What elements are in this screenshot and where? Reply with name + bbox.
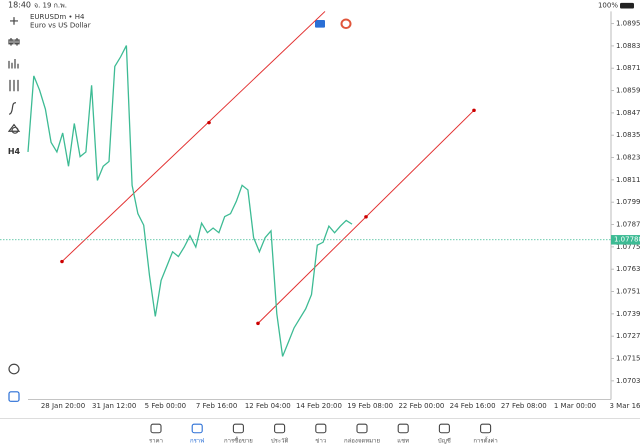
symbol: EURUSDm • H4 <box>30 13 84 21</box>
current-price-box <box>611 235 640 245</box>
x-tick-label: 31 Jan 12:00 <box>92 402 136 410</box>
y-tick-label: 1.08830 <box>616 42 640 50</box>
trend-line[interactable] <box>61 11 326 262</box>
y-tick-label: 1.08950 <box>616 20 640 28</box>
chart-type-tool[interactable] <box>8 38 20 46</box>
y-tick-label: 1.08110 <box>616 176 640 184</box>
x-tick-label: 28 Jan 20:00 <box>41 402 85 410</box>
nav-label[interactable]: การตั้งค่า <box>473 436 497 445</box>
current-price-label: 1.07788 <box>614 236 640 244</box>
x-tick-label: 22 Feb 00:00 <box>398 402 444 410</box>
x-tick-label: 5 Feb 00:00 <box>145 402 186 410</box>
left-toolbar[interactable] <box>7 17 21 402</box>
nav-icon[interactable] <box>480 423 492 434</box>
nav-label[interactable]: ข่าว <box>315 438 326 445</box>
timeframe-button[interactable]: H4 <box>8 147 21 156</box>
trend-point[interactable] <box>207 120 211 125</box>
nav-label[interactable]: การซื้อขาย <box>224 436 253 445</box>
objects-tool[interactable] <box>9 79 19 92</box>
trade-button[interactable] <box>315 19 325 28</box>
y-tick-label: 1.08470 <box>616 109 640 117</box>
y-tick-label: 1.07270 <box>616 332 640 340</box>
y-tick-label: 1.07870 <box>616 221 640 229</box>
battery-icon <box>620 2 634 9</box>
nav-label[interactable]: กราฟ <box>190 438 204 445</box>
nav-icon[interactable] <box>356 423 368 434</box>
y-tick-label: 1.08590 <box>616 87 640 95</box>
description: Euro vs US Dollar <box>30 22 91 30</box>
app-tool[interactable] <box>8 391 20 402</box>
trend-point[interactable] <box>60 259 64 264</box>
trend-point[interactable] <box>256 321 260 326</box>
price-line <box>27 45 353 357</box>
status-time: 18:40 <box>8 1 31 10</box>
x-tick-label: 14 Feb 20:00 <box>296 402 342 410</box>
x-tick-label: 1 Mar 00:00 <box>554 402 596 410</box>
nav-icon[interactable] <box>438 423 450 434</box>
x-tick-label: 27 Feb 08:00 <box>501 402 547 410</box>
nav-icon[interactable] <box>232 423 244 434</box>
y-tick-label: 1.07390 <box>616 310 640 318</box>
status-battery: 100% <box>598 2 619 10</box>
signal-tool[interactable] <box>8 363 20 375</box>
y-tick-label: 1.07990 <box>616 198 640 206</box>
y-tick-label: 1.08350 <box>616 131 640 139</box>
trend-point[interactable] <box>364 215 368 219</box>
nav-icon[interactable] <box>274 423 286 434</box>
status-date: จ. 19 ก.พ. <box>34 2 67 10</box>
function-tool[interactable] <box>8 102 17 115</box>
y-tick-label: 1.07630 <box>616 265 640 273</box>
y-tick-label: 1.07030 <box>616 377 640 385</box>
nav-label[interactable]: ประวัติ <box>271 437 289 445</box>
nav-label[interactable]: บัญชี <box>438 437 451 445</box>
y-tick-label: 1.08230 <box>616 154 640 162</box>
y-tick-label: 1.07750 <box>616 243 640 251</box>
x-tick-label: 7 Feb 16:00 <box>196 402 237 410</box>
nav-icon[interactable] <box>315 423 327 434</box>
y-tick-label: 1.08710 <box>616 64 640 72</box>
nav-icon[interactable] <box>397 423 409 434</box>
x-tick-label: 19 Feb 08:00 <box>347 402 393 410</box>
x-tick-label: 3 Mar 16: <box>610 402 640 410</box>
shapes-tool[interactable] <box>7 123 21 134</box>
y-tick-label: 1.07510 <box>616 288 640 296</box>
one-click-button[interactable] <box>340 18 352 30</box>
x-tick-label: 24 Feb 16:00 <box>450 402 496 410</box>
indicators-tool[interactable] <box>8 58 19 69</box>
trend-point[interactable] <box>472 108 476 113</box>
x-tick-label: 12 Feb 04:00 <box>245 402 291 410</box>
nav-label[interactable]: แชท <box>397 438 409 445</box>
nav-icon[interactable] <box>150 423 162 434</box>
nav-label[interactable]: กล่องจดหมาย <box>344 438 380 445</box>
y-tick-label: 1.07150 <box>616 355 640 363</box>
crosshair-tool[interactable] <box>10 17 18 25</box>
nav-label[interactable]: ราคา <box>149 438 163 445</box>
nav-icon[interactable] <box>191 423 203 434</box>
